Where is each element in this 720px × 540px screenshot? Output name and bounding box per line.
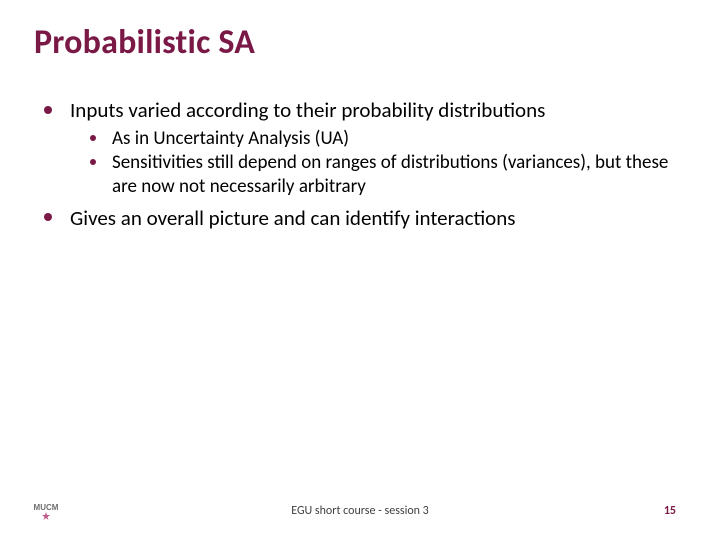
logo: MUCM: [24, 498, 68, 522]
footer-center: EGU short course - session 3: [0, 504, 720, 518]
slide-title: Probabilistic SA: [34, 22, 686, 63]
page-number: 15: [664, 504, 676, 518]
bullet-list-level2: As in Uncertainty Analysis (UA) Sensitiv…: [70, 127, 686, 198]
sub-bullet-text: As in Uncertainty Analysis (UA): [112, 127, 349, 150]
bullet-item: Gives an overall picture and can identif…: [44, 205, 686, 231]
bullet-list-level1: Inputs varied according to their probabi…: [34, 97, 686, 231]
sub-bullet-text: Sensitivities still depend on ranges of …: [112, 151, 668, 198]
logo-svg: MUCM: [24, 498, 68, 522]
slide: Probabilistic SA Inputs varied according…: [0, 0, 720, 540]
star-icon: [42, 512, 50, 520]
logo-text: MUCM: [34, 503, 59, 512]
bullet-text: Gives an overall picture and can identif…: [70, 205, 515, 231]
slide-content: Inputs varied according to their probabi…: [34, 97, 686, 231]
sub-bullet-item: As in Uncertainty Analysis (UA): [90, 127, 686, 151]
sub-bullet-item: Sensitivities still depend on ranges of …: [90, 151, 686, 199]
bullet-item: Inputs varied according to their probabi…: [44, 97, 686, 199]
bullet-text: Inputs varied according to their probabi…: [70, 97, 545, 123]
